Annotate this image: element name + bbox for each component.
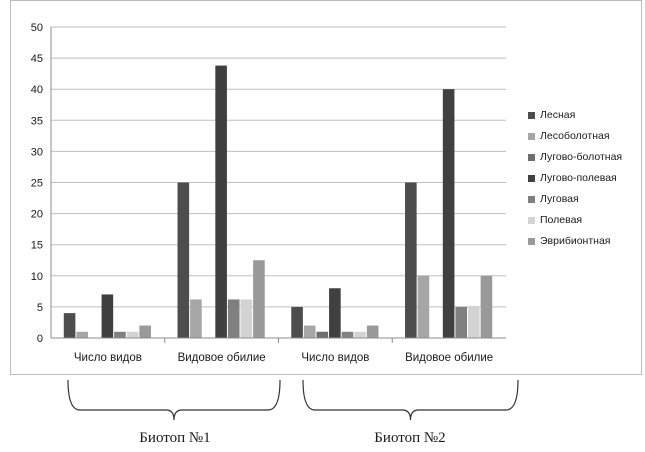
bar [442, 89, 455, 338]
bar [405, 182, 417, 338]
legend-item: Лесоболотная [528, 126, 622, 147]
y-tick-label: 30 [31, 146, 43, 158]
chart-frame: 0 5 10 15 20 25 30 35 40 45 50 Число видов Видовое о… [10, 0, 642, 375]
bar [215, 65, 227, 339]
group-bracket-1 [67, 379, 281, 421]
y-tick-label: 10 [31, 271, 43, 283]
legend-label: Эврибионтная [540, 235, 611, 247]
legend-item: Лугово-болотная [528, 147, 622, 168]
legend-swatch [528, 175, 535, 182]
y-tick-label: 5 [37, 302, 43, 314]
y-tick-label: 0 [37, 333, 43, 345]
bar [126, 331, 139, 338]
legend-item: Лесная [528, 105, 622, 126]
bar [177, 182, 190, 338]
bar [468, 306, 480, 338]
legend-swatch [528, 196, 535, 203]
x-tick-label: Видовое обилие [405, 352, 493, 364]
bar [303, 325, 316, 338]
bar-chart: 0 5 10 15 20 25 30 35 40 45 50 Число видов Видовое о… [31, 22, 506, 364]
bar [227, 299, 240, 338]
bar [366, 325, 379, 338]
group-bracket-2 [302, 379, 519, 421]
legend-swatch [528, 112, 535, 119]
bar [114, 331, 126, 338]
legend-label: Лугово-полевая [540, 172, 617, 184]
x-tick-label: Число видов [301, 352, 369, 364]
bar [101, 294, 114, 338]
group-label-biotope-2: Биотоп №2 [374, 430, 446, 446]
legend-item: Лугово-полевая [528, 168, 622, 189]
legend-item: Эврибионтная [528, 231, 622, 252]
bar [341, 331, 354, 338]
bar [291, 306, 303, 338]
bar [417, 275, 430, 338]
y-tick-label: 50 [31, 22, 43, 34]
legend-label: Луговая [540, 193, 579, 205]
bar [316, 331, 329, 338]
bar [253, 260, 265, 338]
legend-label: Лесная [540, 109, 576, 121]
bar [139, 325, 151, 338]
y-tick-label: 35 [31, 115, 43, 127]
y-tick-label: 20 [31, 209, 43, 221]
bar [76, 331, 88, 338]
bar [354, 331, 366, 338]
bar [63, 313, 76, 338]
legend: Лесная Лесоболотная Лугово-болотная Лугово-… [528, 105, 622, 252]
legend-item: Полевая [528, 210, 622, 231]
legend-swatch [528, 154, 535, 161]
y-tick-label: 45 [31, 53, 43, 65]
legend-swatch [528, 238, 535, 245]
legend-label: Полевая [540, 214, 583, 226]
bar [240, 299, 253, 338]
bar [455, 306, 468, 338]
group-label-biotope-1: Биотоп №1 [139, 430, 211, 446]
x-tick-label: Число видов [74, 352, 142, 364]
y-tick-label: 15 [31, 240, 43, 252]
bar [480, 275, 493, 338]
legend-label: Лугово-болотная [540, 151, 623, 163]
legend-item: Луговая [528, 189, 622, 210]
y-tick-label: 25 [31, 178, 43, 190]
x-tick-label: Видовое обилие [178, 352, 266, 364]
legend-swatch [528, 133, 535, 140]
legend-label: Лесоболотная [540, 130, 610, 142]
bar [190, 299, 202, 338]
legend-swatch [528, 217, 535, 224]
bar [329, 288, 341, 338]
y-tick-label: 40 [31, 84, 43, 96]
